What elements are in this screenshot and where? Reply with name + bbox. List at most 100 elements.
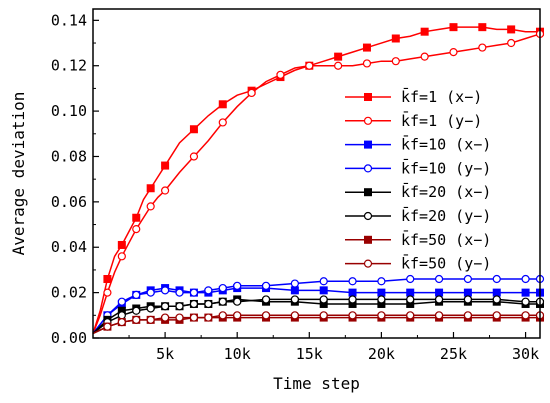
data-point <box>334 52 343 61</box>
y-tick-label: 0.10 <box>51 102 87 120</box>
series-line-3 <box>92 287 540 334</box>
legend-label: k̄f=10 (x−) <box>401 134 491 153</box>
y-axis-title: Average deviation <box>9 92 28 256</box>
data-point <box>103 322 112 331</box>
legend: k̄f=1 (x−) k̄f=1 (y−) k̄f=10 (x−) k̄f=10 (y… <box>345 87 491 273</box>
data-point <box>261 295 271 304</box>
data-point <box>117 240 126 249</box>
data-point <box>189 313 199 322</box>
x-tick-label: 10k <box>224 345 251 363</box>
data-point <box>160 186 170 195</box>
data-point <box>478 23 487 32</box>
legend-marker <box>364 188 372 197</box>
data-point <box>391 34 400 43</box>
x-tick-label: 5k <box>156 345 174 363</box>
data-point <box>117 252 126 261</box>
data-point <box>348 277 357 286</box>
data-point <box>189 125 198 134</box>
data-point <box>420 52 429 61</box>
data-point <box>406 295 415 304</box>
data-point <box>103 288 112 297</box>
data-point <box>420 27 429 36</box>
data-point <box>117 318 126 327</box>
data-point <box>218 118 227 127</box>
data-point <box>218 297 227 306</box>
data-point <box>218 283 227 293</box>
data-point <box>218 311 227 320</box>
y-axis: 0.00 0.02 0.04 0.06 0.08 0.10 0.12 0.14 <box>51 11 99 347</box>
legend-label: k̄f=20 (y−) <box>401 206 491 225</box>
legend-label: k̄f=1 (x−) <box>401 87 482 106</box>
data-point <box>406 288 415 297</box>
data-point <box>463 295 473 304</box>
data-point <box>434 274 444 284</box>
data-point <box>377 295 386 304</box>
data-point <box>146 202 155 211</box>
data-point <box>132 213 141 222</box>
data-point <box>175 302 184 311</box>
data-point <box>521 297 530 306</box>
data-point <box>132 224 141 234</box>
data-point <box>160 302 170 311</box>
data-point <box>132 315 141 324</box>
data-point <box>319 295 328 304</box>
data-point <box>521 311 530 320</box>
legend-label: k̄f=50 (x−) <box>401 230 491 249</box>
data-point <box>463 274 473 284</box>
data-point <box>204 286 213 295</box>
data-point <box>478 43 487 52</box>
data-point <box>103 275 112 284</box>
x-tick-label: 15k <box>296 345 323 363</box>
legend-marker <box>363 211 373 221</box>
data-point <box>247 88 256 98</box>
data-point <box>160 286 170 295</box>
series-lines <box>92 26 541 335</box>
data-point <box>261 311 271 320</box>
data-point <box>204 313 213 322</box>
legend-label: k̄f=10 (y−) <box>401 158 491 177</box>
data-point <box>146 288 155 297</box>
data-point <box>391 57 400 66</box>
y-tick-label: 0.04 <box>51 238 87 256</box>
data-point <box>175 313 184 322</box>
data-point <box>233 281 242 290</box>
data-point <box>160 313 170 322</box>
data-point <box>492 288 501 297</box>
series-line-1 <box>92 26 540 334</box>
data-point <box>117 297 126 306</box>
legend-label: k̄f=50 (y−) <box>401 253 491 272</box>
data-point <box>492 295 501 304</box>
x-tick-label: 20k <box>368 345 395 363</box>
data-point <box>290 295 299 304</box>
series-line-5 <box>92 298 540 335</box>
data-point <box>218 100 227 109</box>
data-point <box>334 61 343 70</box>
data-point <box>189 152 199 161</box>
legend-marker <box>363 164 373 173</box>
data-point <box>319 277 328 286</box>
data-point <box>233 297 242 306</box>
data-point <box>117 311 126 320</box>
data-point <box>233 311 242 320</box>
x-tick-label: 25k <box>440 345 467 363</box>
data-point <box>189 299 199 309</box>
data-point <box>348 311 357 320</box>
y-tick-label: 0.12 <box>51 57 87 75</box>
data-point <box>348 295 357 304</box>
data-point <box>204 299 213 309</box>
data-point <box>161 161 170 170</box>
series-line-7 <box>92 316 540 335</box>
data-point <box>406 274 415 284</box>
data-point <box>362 43 371 52</box>
data-point <box>507 25 516 34</box>
data-point <box>362 59 372 68</box>
legend-label: k̄f=1 (y−) <box>401 111 482 130</box>
data-point <box>319 311 328 320</box>
data-point <box>189 288 199 297</box>
data-point <box>290 279 299 288</box>
x-tick-label: 30k <box>512 345 539 363</box>
data-point <box>132 290 141 299</box>
data-point <box>449 23 458 32</box>
data-point <box>377 311 386 320</box>
